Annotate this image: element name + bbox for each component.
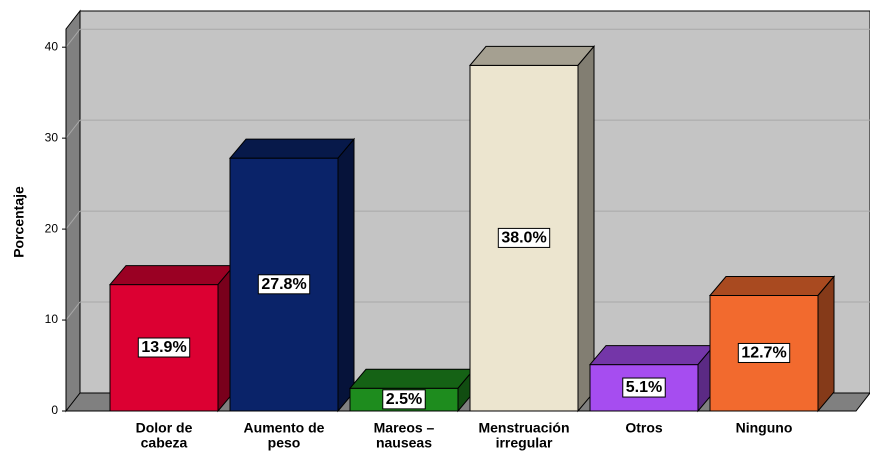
- bar: [108, 264, 236, 413]
- y-tick-label: 10: [45, 312, 59, 326]
- y-tick-label: 20: [45, 221, 59, 235]
- bar-top: [228, 138, 356, 159]
- bar-top: [108, 265, 236, 286]
- value-label: 38.0%: [501, 229, 546, 246]
- x-tick-label: irregular: [496, 435, 553, 451]
- value-label-box: [497, 227, 551, 248]
- value-label: 13.9%: [141, 339, 186, 356]
- value-label: 5.1%: [626, 379, 662, 396]
- value-label-box: [737, 342, 791, 363]
- grid-line: [65, 210, 81, 230]
- value-label: 12.7%: [741, 344, 786, 361]
- bar-top: [708, 275, 836, 296]
- x-tick-label: Otros: [625, 420, 663, 436]
- x-tick-label: Aumento de: [244, 420, 325, 436]
- x-tick-label: Mareos –: [374, 420, 435, 436]
- x-tick-label: Dolor de: [136, 420, 193, 436]
- x-tick-label: nauseas: [376, 435, 432, 451]
- x-tick-label: Ninguno: [736, 420, 793, 436]
- y-tick-label: 0: [51, 403, 58, 417]
- bar-top: [588, 345, 716, 366]
- value-label: 2.5%: [386, 391, 422, 408]
- value-label-box: [382, 389, 426, 410]
- grid-line: [65, 301, 81, 321]
- value-label-box: [137, 337, 191, 358]
- x-tick-label: peso: [268, 435, 301, 451]
- y-tick-label: 40: [45, 39, 59, 53]
- x-tick-label: Menstruación: [478, 420, 569, 436]
- bar-side: [817, 275, 835, 413]
- grid-line: [65, 28, 81, 48]
- side-wall: [65, 9, 81, 413]
- bar-side: [337, 137, 355, 413]
- value-label: 27.8%: [261, 276, 306, 293]
- bar-top: [348, 368, 476, 389]
- value-label-box: [622, 377, 666, 398]
- bar-top: [468, 45, 596, 66]
- y-tick-label: 30: [45, 130, 59, 144]
- y-axis-title: Porcentaje: [11, 186, 27, 258]
- bar-side: [577, 45, 595, 413]
- x-tick-label: cabeza: [141, 435, 188, 451]
- value-label-box: [257, 274, 311, 295]
- grid-line: [65, 119, 81, 139]
